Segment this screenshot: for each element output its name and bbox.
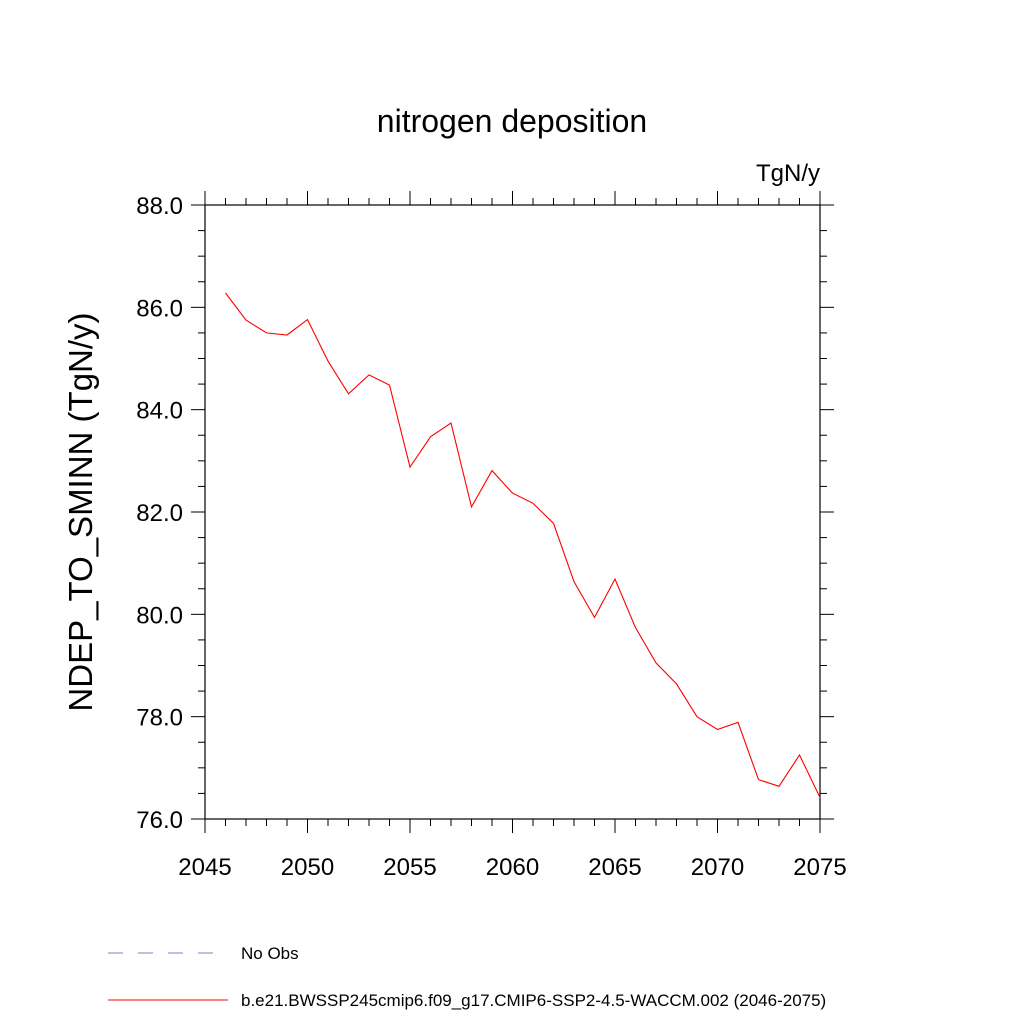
y-tick-label: 88.0 xyxy=(136,193,183,220)
x-tick-label: 2045 xyxy=(178,854,231,881)
y-tick-label: 78.0 xyxy=(136,705,183,732)
x-tick-label: 2070 xyxy=(691,854,744,881)
y-axis-label: NDEP_TO_SMINN (TgN/y) xyxy=(62,312,99,711)
units-label: TgN/y xyxy=(756,160,820,187)
series-layer xyxy=(225,292,821,798)
y-tick-label: 84.0 xyxy=(136,398,183,425)
y-tick-labels: 76.0 78.0 80.0 82.0 84.0 86.0 88.0 xyxy=(136,193,183,834)
x-tick-label: 2055 xyxy=(383,854,436,881)
x-tick-label: 2065 xyxy=(588,854,641,881)
y-tick-label: 86.0 xyxy=(136,295,183,322)
plot-frame xyxy=(204,204,821,820)
legend: No Obs b.e21.BWSSP245cmip6.f09_g17.CMIP6-… xyxy=(108,944,826,1010)
legend-label: b.e21.BWSSP245cmip6.f09_g17.CMIP6-SSP2-4… xyxy=(241,991,826,1010)
x-tick-label: 2060 xyxy=(486,854,539,881)
series-line xyxy=(225,292,821,798)
y-tick-label: 76.0 xyxy=(136,807,183,834)
y-tick-label: 82.0 xyxy=(136,500,183,527)
chart-title: nitrogen deposition xyxy=(377,103,647,139)
legend-label: No Obs xyxy=(241,944,299,963)
x-tick-labels: 2045 2050 2055 2060 2065 2070 2075 xyxy=(178,854,846,881)
axis-ticks xyxy=(191,191,834,833)
x-tick-label: 2050 xyxy=(281,854,334,881)
y-tick-label: 80.0 xyxy=(136,602,183,629)
x-tick-label: 2075 xyxy=(793,854,846,881)
